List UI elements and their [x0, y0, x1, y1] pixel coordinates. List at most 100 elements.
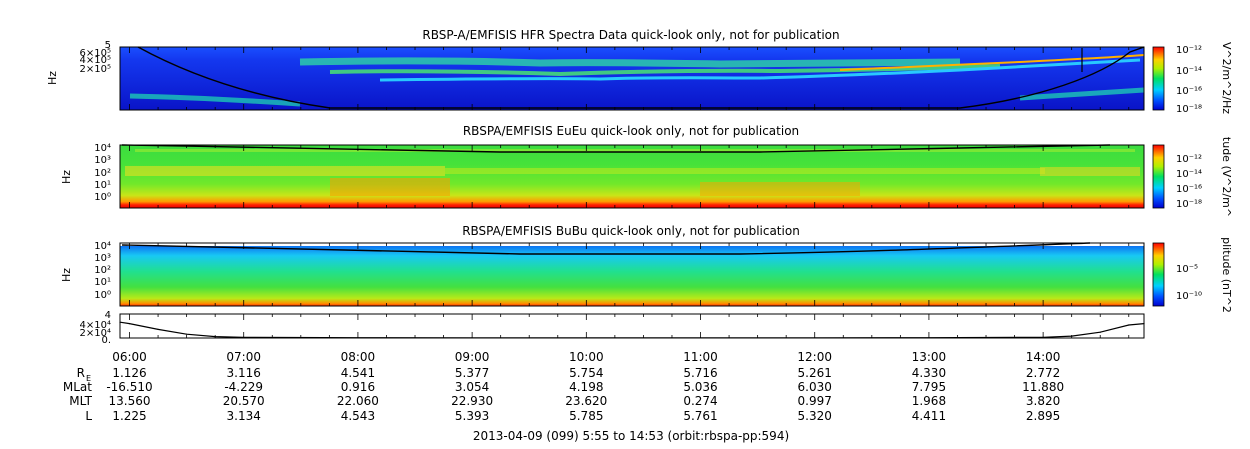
panel-line-ytick: 4×10⁴	[80, 320, 111, 331]
ephemeris-value: 3.134	[227, 409, 261, 423]
panel-hfr-colorbar-label: V^2/m^2/Hz	[1220, 42, 1233, 114]
panel-hfr-cbar-tick: 10⁻¹⁴	[1176, 66, 1202, 77]
ephemeris-value: -16.510	[106, 380, 152, 394]
time-axis-labels: 06:00 07:00 08:00 09:00 10:00 11:00 12:00 13:00…	[112, 350, 1060, 364]
panel-eueu-cbar-tick: 10⁻¹⁴	[1176, 169, 1202, 180]
panel-bubu-ytick: 10²	[94, 265, 111, 276]
time-tick-label: 10:00	[569, 350, 604, 364]
panel-eueu-cbar-tick: 10⁻¹⁶	[1176, 184, 1202, 195]
panel-hfr-ytick: 2×10⁵	[80, 64, 111, 75]
panel-line-point	[1128, 324, 1130, 326]
panel-line-frame	[119, 313, 1145, 339]
ephemeris-value: 3.820	[1026, 394, 1060, 408]
panel-eueu-cbar-tick: 10⁻¹⁸	[1176, 199, 1202, 210]
time-axis-tick-marks	[129, 47, 1130, 338]
panel-line-background	[120, 314, 1144, 338]
panel-bubu-ylabel: Hz	[60, 268, 73, 282]
panel-eueu-spectrogram	[120, 145, 1144, 208]
panel-hfr-title: RBSP-A/EMFISIS HFR Spectra Data quick-lo…	[422, 28, 839, 42]
ephemeris-value: 5.320	[798, 409, 832, 423]
panel-bubu-cbar-tick: 10⁻¹⁰	[1176, 291, 1202, 302]
panel-bubu-top-gap	[120, 243, 1144, 246]
panel-hfr-cbar-tick: 10⁻¹⁸	[1176, 104, 1202, 115]
panel-hfr-ytick: 6×10⁵	[80, 48, 111, 59]
ephemeris-value: 1.225	[112, 409, 146, 423]
ephemeris-value: 22.930	[451, 394, 493, 408]
time-tick-label: 09:00	[455, 350, 490, 364]
panel-eueu-ytick: 10²	[94, 168, 111, 179]
ephemeris-row-label-subscript: E	[86, 374, 91, 383]
panel-line-point	[186, 333, 188, 335]
panel-bubu-colorbar-label: plitude (nT^2	[1220, 237, 1233, 313]
ephemeris-value: 0.997	[798, 394, 832, 408]
panel-hfr-emission-bands	[129, 54, 1145, 107]
footer-time-range: 2013-04-09 (099) 5:55 to 14:53 (orbit:rb…	[473, 429, 789, 443]
panel-hfr-frame	[119, 46, 1145, 111]
panel-eueu-frame	[119, 144, 1145, 209]
ephemeris-row-label: R	[77, 366, 85, 380]
ephemeris-value: 20.570	[223, 394, 265, 408]
panel-eueu-ytick: 10⁴	[94, 143, 111, 154]
panel-bubu-frame	[119, 242, 1145, 307]
panel-eueu-emission-bands	[125, 149, 1140, 196]
time-tick-label: 13:00	[912, 350, 947, 364]
panel-line-point	[157, 328, 159, 330]
ephemeris-row-label: MLT	[69, 394, 92, 408]
ephemeris-value: 5.261	[798, 366, 832, 380]
panel-bubu-ytick: 10¹	[94, 277, 111, 288]
ephemeris-value: 4.330	[912, 366, 946, 380]
panel-bubu-title: RBSPA/EMFISIS BuBu quick-look only, not …	[462, 224, 800, 238]
time-tick-label: 14:00	[1026, 350, 1061, 364]
panel-hfr-colorbar	[1152, 46, 1165, 111]
panel-line-ytick: 2×10⁴	[80, 328, 111, 339]
panel-line-point	[128, 323, 131, 325]
ephemeris-row-label: L	[85, 409, 92, 423]
time-tick-label: 07:00	[226, 350, 261, 364]
ephemeris-value: 1.126	[112, 366, 146, 380]
ephemeris-value: 2.772	[1026, 366, 1060, 380]
time-tick-label: 12:00	[797, 350, 832, 364]
ephemeris-table: R E 1.126 3.116 4.541 5.377 5.754 5.716 5.261 4.3…	[63, 366, 1064, 423]
time-tick-label: 06:00	[112, 350, 147, 364]
panel-hfr-plasma-line	[137, 46, 1145, 109]
panel-hfr-cbar-tick: 10⁻¹⁶	[1176, 86, 1202, 97]
panel-bubu-plasma-line	[121, 242, 1091, 255]
panel-bubu-colorbar	[1152, 242, 1165, 307]
ephemeris-value: 13.560	[109, 394, 151, 408]
panel-eueu-ytick: 10⁰	[94, 192, 111, 203]
panel-hfr-ytop-label: 5	[105, 40, 111, 51]
ephemeris-value: 1.968	[912, 394, 946, 408]
ephemeris-value: 4.198	[569, 380, 603, 394]
ephemeris-value: 4.411	[912, 409, 946, 423]
ephemeris-value: 3.116	[227, 366, 261, 380]
time-tick-label: 08:00	[341, 350, 376, 364]
panel-line-ytop-label: 4	[105, 310, 111, 321]
ephemeris-value: 5.754	[569, 366, 603, 380]
panel-eueu-colorbar	[1152, 144, 1165, 209]
panel-hfr-cbar-tick: 10⁻¹²	[1176, 45, 1202, 56]
ephemeris-value: 5.377	[455, 366, 489, 380]
ephemeris-value: 5.036	[683, 380, 717, 394]
ephemeris-value: 0.916	[341, 380, 375, 394]
ephemeris-row-label: MLat	[63, 380, 92, 394]
panel-eueu-colorbar-label: tude (V^2/m^	[1220, 137, 1233, 217]
ephemeris-value: 7.795	[912, 380, 946, 394]
ephemeris-value: 22.060	[337, 394, 379, 408]
panel-bubu-cbar-tick: 10⁻⁵	[1176, 264, 1198, 275]
ephemeris-value: 2.895	[1026, 409, 1060, 423]
panel-bubu-ytick: 10⁰	[94, 290, 111, 301]
ephemeris-value: 5.393	[455, 409, 489, 423]
ephemeris-value: 5.761	[683, 409, 717, 423]
ephemeris-value: 3.054	[455, 380, 489, 394]
ephemeris-value: -4.229	[224, 380, 263, 394]
ephemeris-value: 23.620	[565, 394, 607, 408]
panel-line-ytick: 0.	[101, 335, 111, 346]
panel-bubu-ytick: 10³	[94, 253, 111, 264]
ephemeris-value: 5.716	[683, 366, 717, 380]
ephemeris-value: 4.543	[341, 409, 375, 423]
time-tick-label: 11:00	[683, 350, 718, 364]
panel-eueu-cbar-tick: 10⁻¹²	[1176, 154, 1202, 165]
panel-bubu-spectrogram	[120, 243, 1144, 306]
ephemeris-value: 11.880	[1022, 380, 1064, 394]
